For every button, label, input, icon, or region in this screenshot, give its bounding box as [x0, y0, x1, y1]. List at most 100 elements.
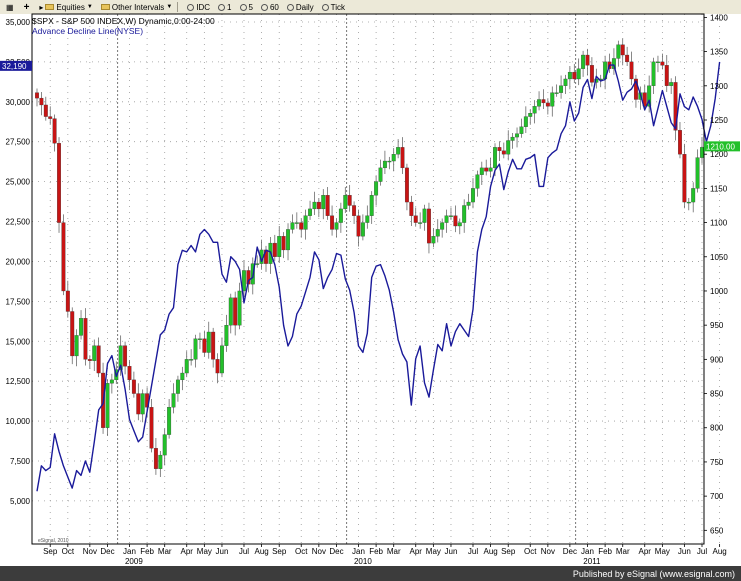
- radio-icon: [321, 3, 329, 11]
- equities-menu[interactable]: ▸ Equities ▼: [37, 1, 94, 13]
- x-tick-label: Jul: [239, 547, 249, 556]
- interval-5[interactable]: 5: [238, 1, 255, 13]
- candle-body: [158, 454, 163, 469]
- candle-body: [352, 205, 357, 216]
- interval-1[interactable]: 1: [216, 1, 233, 13]
- candle-body: [396, 147, 401, 155]
- interval-60[interactable]: 60: [259, 1, 281, 13]
- candle-body: [96, 345, 101, 374]
- chart-subtitle: Advance Decline Line(NYSE): [32, 26, 143, 36]
- candle-body: [343, 195, 348, 210]
- candle-body: [660, 61, 665, 66]
- other-intervals-menu[interactable]: Other Intervals ▼: [99, 1, 174, 13]
- interval-daily[interactable]: Daily: [285, 1, 316, 13]
- left-tick-label: 27,500: [6, 138, 31, 147]
- candle-body: [510, 136, 515, 141]
- candle-body: [211, 331, 216, 360]
- x-tick-label: Jun: [445, 547, 458, 556]
- candle-body: [175, 379, 180, 394]
- candle-body: [308, 208, 312, 216]
- x-tick-label: Dec: [563, 547, 577, 556]
- pointer-icon: ▸: [39, 2, 44, 12]
- candle-body: [387, 160, 392, 163]
- x-tick-label: May: [197, 547, 212, 556]
- dropdown-arrow-icon: ▼: [86, 4, 93, 10]
- right-tick-label: 850: [710, 390, 724, 399]
- right-tick-label: 1300: [710, 82, 728, 91]
- year-dividers: [117, 14, 577, 544]
- candle-body: [215, 359, 220, 374]
- x-tick-label: Jan: [352, 547, 365, 556]
- candle-body: [360, 222, 365, 237]
- year-label: 2009: [125, 557, 143, 566]
- x-axis: Sep Oct Nov Dec Jan Feb Mar Apr May Jun Jul Aug Sep O…: [43, 544, 727, 566]
- right-tick-label: 1100: [710, 219, 728, 228]
- x-tick-label: Dec: [329, 547, 343, 556]
- interval-tick[interactable]: Tick: [320, 1, 347, 13]
- candle-body: [523, 116, 528, 127]
- candle-body: [193, 338, 198, 360]
- right-tick-label: 1050: [710, 253, 728, 262]
- x-tick-label: Oct: [524, 547, 537, 556]
- candle-body: [471, 188, 475, 203]
- left-tick-label: 35,000: [6, 18, 31, 27]
- candle-body: [57, 143, 61, 223]
- right-axis: 650 700 750 800 850 900 950 1000 1050 1100 1150 120…: [704, 13, 728, 535]
- x-tick-label: Aug: [483, 547, 497, 556]
- right-tick-label: 1200: [710, 150, 728, 159]
- candle-body: [281, 236, 286, 251]
- candle-body: [39, 97, 44, 106]
- x-tick-label: Sep: [501, 547, 516, 556]
- x-tick-label: Mar: [158, 547, 172, 556]
- candle-body: [664, 65, 669, 86]
- candle-body: [202, 338, 207, 353]
- candle-body: [457, 222, 462, 227]
- left-marker-text: 32,190: [2, 62, 27, 71]
- candle-body: [105, 383, 110, 428]
- credit-text: eSignal, 2010: [38, 538, 69, 544]
- x-tick-label: Aug: [712, 547, 726, 556]
- toolbar-divider: [177, 2, 179, 12]
- candle-body: [228, 297, 233, 326]
- candle-body: [189, 359, 194, 361]
- right-tick-label: 700: [710, 492, 724, 501]
- right-marker-text: 1210.00: [706, 142, 735, 151]
- candle-body: [330, 215, 335, 230]
- candle-body: [391, 154, 396, 162]
- candle-body: [625, 54, 630, 63]
- right-tick-label: 1250: [710, 116, 728, 125]
- candle-body: [303, 215, 308, 230]
- x-tick-label: Dec: [100, 547, 114, 556]
- candle-body: [70, 311, 75, 357]
- candle-body: [365, 215, 370, 223]
- candle-body: [272, 242, 277, 257]
- right-tick-label: 750: [710, 458, 724, 467]
- candle-body: [651, 61, 656, 86]
- candle-body: [488, 167, 493, 172]
- grid-icon[interactable]: ▦: [6, 2, 14, 12]
- interval-idc[interactable]: IDC: [185, 1, 212, 13]
- candle-body: [118, 345, 123, 370]
- x-tick-label: Nov: [312, 547, 326, 556]
- x-tick-label: Nov: [541, 547, 555, 556]
- x-tick-label: Jan: [123, 547, 136, 556]
- candle-body: [418, 222, 423, 224]
- candle-body: [647, 85, 652, 107]
- folder-icon: [100, 4, 110, 10]
- x-tick-label: Jun: [678, 547, 691, 556]
- candle-body: [74, 335, 79, 357]
- plus-icon[interactable]: +: [23, 1, 30, 13]
- advance-decline-line: [36, 61, 721, 492]
- candle-body: [501, 150, 506, 155]
- year-label: 2010: [354, 557, 372, 566]
- sp500-candles: [35, 38, 704, 477]
- candle-body: [83, 318, 88, 360]
- x-tick-label: May: [426, 547, 441, 556]
- candle-body: [277, 236, 282, 257]
- x-tick-label: Mar: [387, 547, 401, 556]
- candle-body: [400, 147, 405, 169]
- candle-body: [493, 147, 497, 169]
- candle-body: [444, 215, 449, 223]
- interval-label: 1: [227, 2, 232, 12]
- candle-body: [686, 201, 691, 204]
